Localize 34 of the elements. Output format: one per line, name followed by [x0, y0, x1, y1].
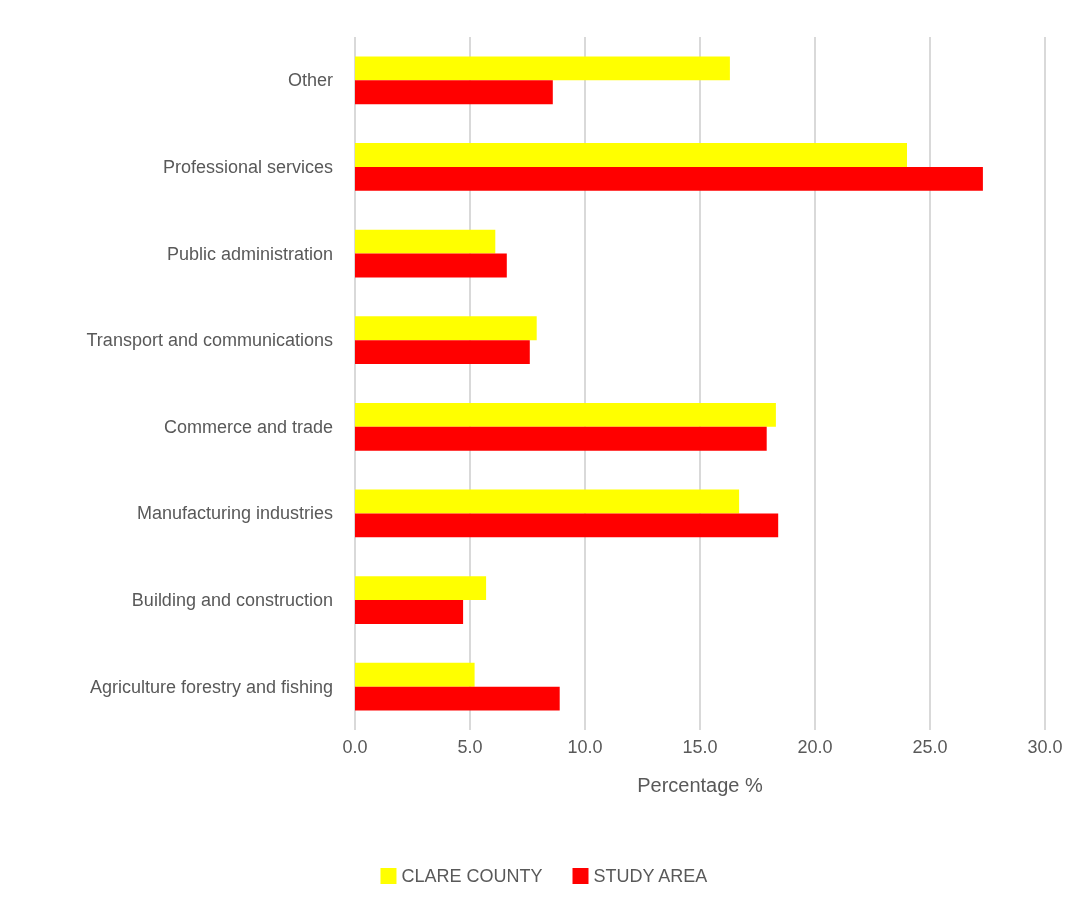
- x-tick-label: 20.0: [797, 737, 833, 757]
- bar: [355, 576, 487, 601]
- y-tick-label: Manufacturing industries: [136, 503, 333, 524]
- legend-label: STUDY AREA: [593, 866, 708, 886]
- bar: [355, 340, 530, 365]
- x-tick-label: 15.0: [682, 737, 718, 757]
- y-tick-label: Professional services: [162, 156, 333, 177]
- y-tick-label: Building and construction: [131, 590, 333, 611]
- bar: [355, 143, 907, 167]
- y-tick-label: Public administration: [166, 243, 333, 264]
- y-tick-label: Commerce and trade: [163, 416, 333, 437]
- x-tick-label: 30.0: [1027, 737, 1063, 757]
- bar: [355, 662, 475, 687]
- bar: [355, 166, 983, 191]
- bar: [355, 600, 464, 624]
- bar: [355, 80, 553, 105]
- y-tick-label: Agriculture forestry and fishing: [89, 676, 333, 697]
- bar: [355, 56, 730, 81]
- bar: [355, 253, 507, 278]
- bar: [355, 513, 779, 538]
- x-tick-label: 10.0: [567, 737, 603, 757]
- y-tick-label: Transport and communications: [86, 330, 333, 351]
- bar: [355, 489, 740, 514]
- bar: [355, 686, 560, 711]
- bar: [355, 426, 767, 451]
- bar: [355, 229, 496, 254]
- legend-label: CLARE COUNTY: [401, 866, 543, 886]
- bar: [355, 402, 776, 427]
- y-tick-label: Other: [287, 70, 333, 91]
- x-tick-label: 5.0: [457, 737, 483, 757]
- bar: [355, 316, 537, 341]
- x-tick-label: 25.0: [912, 737, 948, 757]
- x-axis-title: Percentage %: [637, 774, 764, 796]
- x-tick-label: 0.0: [342, 737, 368, 757]
